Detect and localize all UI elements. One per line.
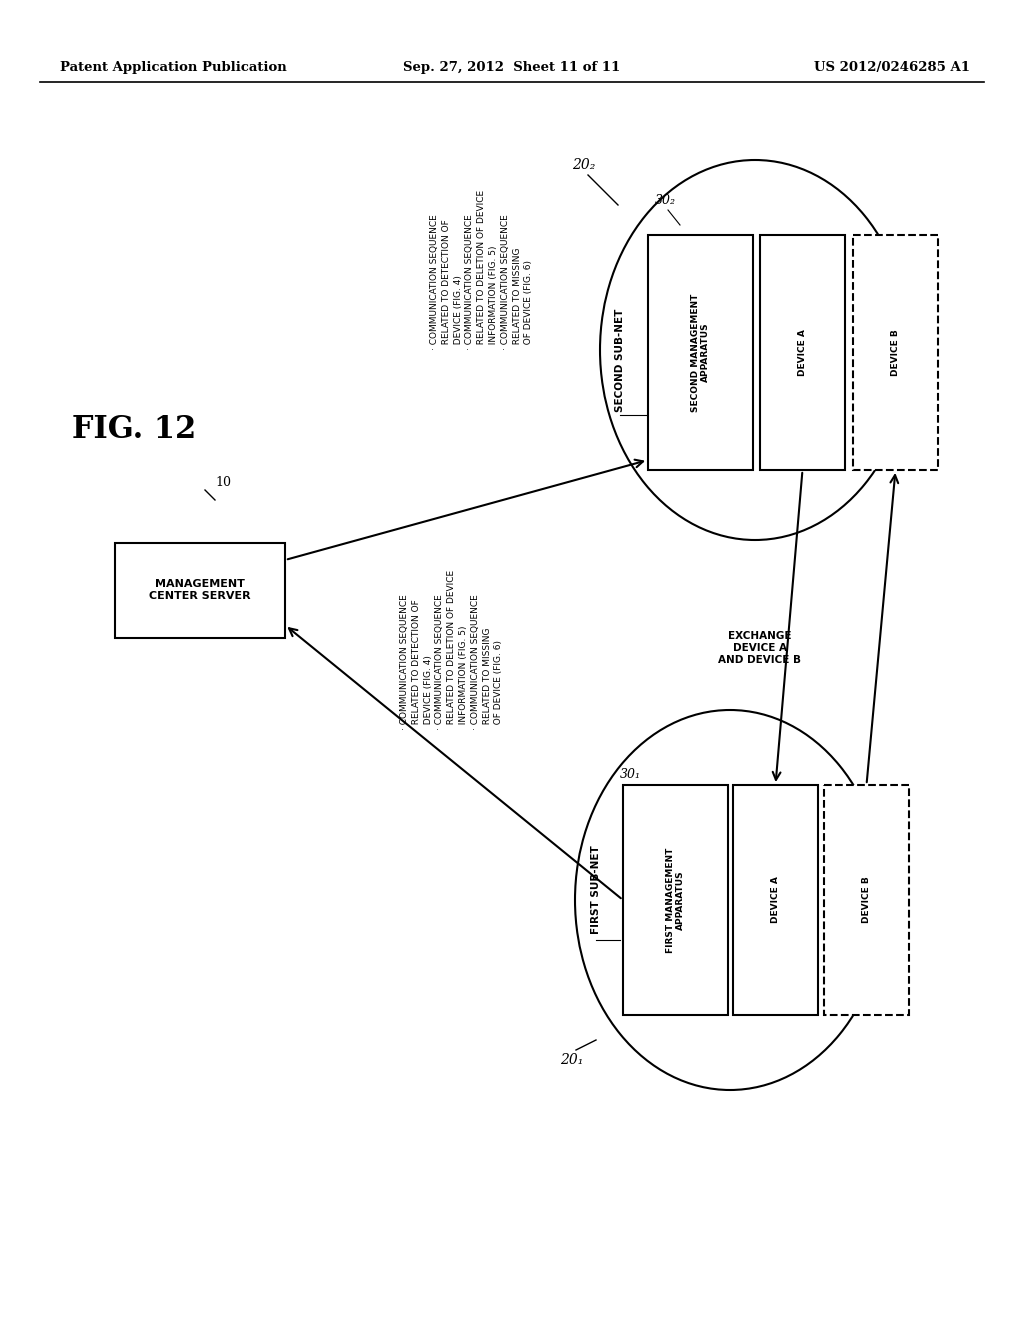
Text: SECOND MANAGEMENT
APPARATUS: SECOND MANAGEMENT APPARATUS [691,293,711,412]
Text: DEVICE A: DEVICE A [798,329,807,376]
Text: 30₂: 30₂ [655,194,676,206]
Text: · COMMUNICATION SEQUENCE
  RELATED TO DETECTION OF
  DEVICE (FIG. 4)
· COMMUNICA: · COMMUNICATION SEQUENCE RELATED TO DETE… [400,570,504,730]
Bar [853,235,938,470]
Text: · COMMUNICATION SEQUENCE
  RELATED TO DETECTION OF
  DEVICE (FIG. 4)
· COMMUNICA: · COMMUNICATION SEQUENCE RELATED TO DETE… [430,190,534,350]
Text: DEVICE A: DEVICE A [771,876,780,924]
Bar [733,785,818,1015]
Text: US 2012/0246285 A1: US 2012/0246285 A1 [814,62,970,74]
Text: FIG. 12: FIG. 12 [72,414,197,446]
Bar [760,235,845,470]
Text: DEVICE B: DEVICE B [891,329,900,376]
Text: MANAGEMENT
CENTER SERVER: MANAGEMENT CENTER SERVER [150,579,251,601]
Bar [824,785,909,1015]
Text: FIRST SUB-NET: FIRST SUB-NET [591,846,601,935]
Text: 10: 10 [215,477,231,490]
Text: Sep. 27, 2012  Sheet 11 of 11: Sep. 27, 2012 Sheet 11 of 11 [403,62,621,74]
Ellipse shape [600,160,910,540]
Text: DEVICE B: DEVICE B [862,876,871,924]
Text: SECOND SUB-NET: SECOND SUB-NET [615,309,625,412]
Text: 20₁: 20₁ [560,1053,584,1067]
Bar [115,543,285,638]
Text: EXCHANGE
DEVICE A
AND DEVICE B: EXCHANGE DEVICE A AND DEVICE B [719,631,802,664]
Bar [648,235,753,470]
Text: Patent Application Publication: Patent Application Publication [60,62,287,74]
Text: 30₁: 30₁ [620,768,641,781]
Text: 20₂: 20₂ [572,158,595,172]
Text: FIRST MANAGEMENT
APPARATUS: FIRST MANAGEMENT APPARATUS [666,847,685,953]
Bar [623,785,728,1015]
Ellipse shape [575,710,885,1090]
